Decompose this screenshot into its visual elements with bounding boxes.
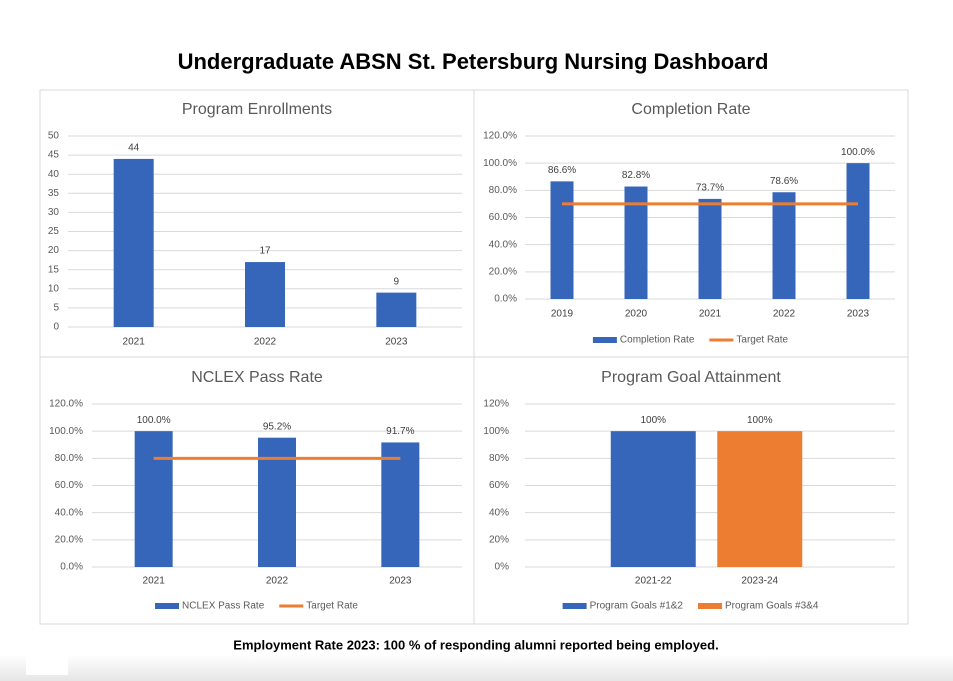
- bar: [134, 431, 173, 567]
- legend-marker: [155, 603, 180, 609]
- legend-label: Target Rate: [736, 335, 788, 346]
- bar: [772, 192, 796, 299]
- legend-label: Program Goals #3&4: [725, 601, 819, 612]
- y-tick-label: 15: [48, 264, 60, 275]
- y-tick-label: 120.0%: [483, 131, 517, 142]
- y-tick-label: 40: [48, 169, 60, 180]
- data-label: 73.7%: [696, 183, 724, 194]
- y-tick-label: 20.0%: [489, 266, 517, 277]
- y-tick-label: 30: [48, 207, 60, 218]
- data-label: 95.2%: [263, 421, 291, 432]
- y-tick-label: 80.0%: [489, 185, 517, 196]
- bar: [376, 292, 417, 327]
- data-label: 78.6%: [770, 176, 798, 187]
- y-tick-label: 40.0%: [55, 507, 83, 518]
- y-tick-label: 60.0%: [489, 212, 517, 223]
- data-label: 91.7%: [386, 426, 414, 437]
- legend-label: Program Goals #1&2: [590, 601, 684, 612]
- bar: [846, 163, 870, 299]
- data-label: 100.0%: [841, 147, 875, 158]
- y-tick-label: 120.0%: [49, 399, 83, 410]
- x-tick-label: 2022: [266, 576, 289, 587]
- data-label: 100%: [747, 415, 773, 426]
- y-tick-label: 40.0%: [489, 239, 517, 250]
- bar: [698, 198, 722, 299]
- data-label: 9: [394, 276, 400, 287]
- data-label: 17: [259, 246, 271, 257]
- x-tick-label: 2019: [551, 309, 574, 320]
- y-tick-label: 10: [48, 283, 60, 294]
- data-label: 100.0%: [137, 415, 171, 426]
- y-tick-label: 20.0%: [55, 534, 83, 545]
- y-tick-label: 25: [48, 226, 60, 237]
- data-label: 82.8%: [622, 170, 650, 181]
- x-tick-label: 2022: [254, 337, 277, 348]
- y-tick-label: 45: [48, 150, 60, 161]
- x-tick-label: 2023: [389, 576, 412, 587]
- footer-note: Employment Rate 2023: 100 % of respondin…: [233, 637, 718, 652]
- legend-label: Target Rate: [306, 601, 358, 612]
- y-tick-label: 100.0%: [49, 426, 83, 437]
- bar: [381, 442, 420, 567]
- data-label: 44: [128, 143, 140, 154]
- bar: [717, 431, 803, 567]
- y-tick-label: 35: [48, 188, 60, 199]
- legend-label: NCLEX Pass Rate: [182, 601, 265, 612]
- x-tick-label: 2021: [123, 337, 146, 348]
- y-tick-label: 0: [53, 322, 59, 333]
- chart-title: NCLEX Pass Rate: [191, 369, 323, 386]
- legend-marker: [592, 337, 617, 343]
- bottom-fade: [0, 655, 953, 681]
- bar: [113, 158, 154, 327]
- y-tick-label: 20%: [489, 534, 509, 545]
- y-tick-label: 120%: [483, 399, 509, 410]
- y-tick-label: 100%: [483, 426, 509, 437]
- data-label: 86.6%: [548, 165, 576, 176]
- legend-label: Completion Rate: [620, 335, 695, 346]
- chart-title: Program Enrollments: [182, 101, 332, 118]
- bar: [610, 431, 696, 567]
- y-tick-label: 0.0%: [60, 562, 83, 573]
- y-tick-label: 0.0%: [494, 294, 517, 305]
- y-tick-label: 100.0%: [483, 158, 517, 169]
- legend-marker: [562, 603, 587, 609]
- legend-marker: [698, 603, 722, 609]
- y-tick-label: 0%: [495, 562, 510, 573]
- bar: [624, 186, 648, 299]
- x-tick-label: 2023: [847, 309, 870, 320]
- dashboard-title: Undergraduate ABSN St. Petersburg Nursin…: [178, 49, 769, 74]
- chart-title: Program Goal Attainment: [601, 369, 781, 386]
- x-tick-label: 2020: [625, 309, 648, 320]
- y-tick-label: 60%: [489, 480, 509, 491]
- bar: [550, 181, 574, 299]
- corner-box: [26, 636, 68, 675]
- x-tick-label: 2023: [385, 337, 408, 348]
- y-tick-label: 20: [48, 245, 60, 256]
- bar: [245, 262, 285, 327]
- data-label: 100%: [640, 415, 666, 426]
- y-tick-label: 80%: [489, 453, 509, 464]
- x-tick-label: 2023-24: [741, 576, 778, 587]
- x-tick-label: 2021: [699, 309, 722, 320]
- y-tick-label: 50: [48, 131, 60, 142]
- y-tick-label: 40%: [489, 507, 509, 518]
- y-tick-label: 60.0%: [55, 480, 83, 491]
- chart-title: Completion Rate: [631, 101, 750, 118]
- x-tick-label: 2021: [143, 576, 166, 587]
- y-tick-label: 80.0%: [55, 453, 83, 464]
- x-tick-label: 2021-22: [635, 576, 672, 587]
- x-tick-label: 2022: [773, 309, 796, 320]
- y-tick-label: 5: [53, 303, 59, 314]
